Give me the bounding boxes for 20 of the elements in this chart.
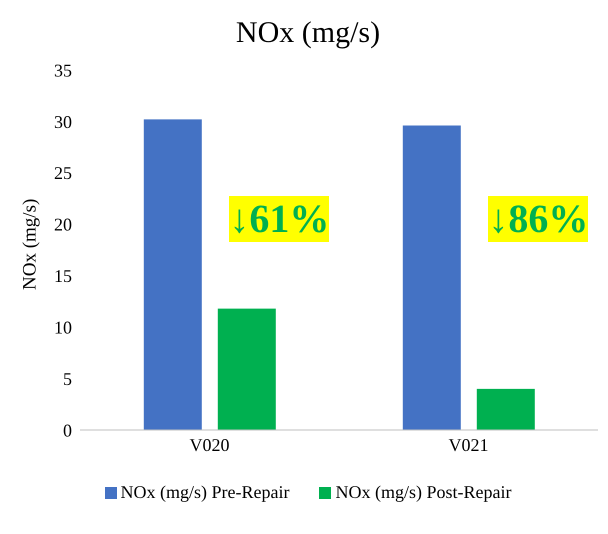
bar (476, 388, 535, 430)
bar (402, 126, 461, 430)
annotation: ↓61% (229, 196, 330, 242)
legend-label: NOx (mg/s) Pre-Repair (120, 482, 290, 503)
x-tick-label: V021 (448, 434, 488, 455)
y-tick-label: 10 (54, 318, 72, 338)
bar (218, 308, 276, 430)
y-tick-label: 20 (54, 214, 72, 235)
y-tick-label: 35 (54, 60, 72, 80)
bar (144, 119, 202, 430)
y-tick-label: 0 (63, 420, 72, 440)
y-tick-label: 25 (54, 163, 72, 184)
x-tick-label: V020 (190, 434, 230, 455)
annotation: ↓86% (488, 196, 588, 242)
y-tick-label: 15 (54, 266, 72, 286)
y-tick-label: 30 (54, 112, 72, 132)
legend-label: NOx (mg/s) Post-Repair (335, 482, 512, 503)
y-axis-title: NOx (mg/s) (20, 198, 41, 290)
y-tick-label: 5 (63, 368, 72, 389)
chart-title: NOx (mg/s) (234, 15, 382, 51)
